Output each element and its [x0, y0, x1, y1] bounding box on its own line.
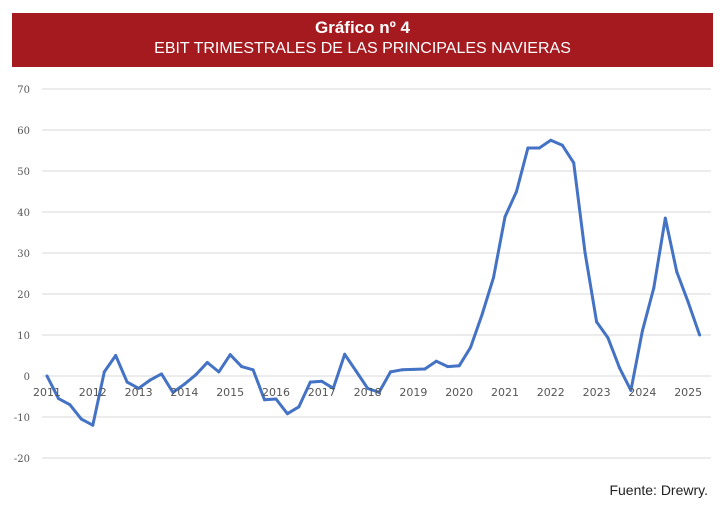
data-point	[457, 364, 461, 368]
y-tick-label: 10	[17, 331, 30, 342]
data-point	[354, 369, 358, 373]
x-tick-label: 2019	[399, 386, 427, 399]
data-point	[572, 161, 576, 165]
x-tick-label: 2022	[537, 386, 565, 399]
data-point	[45, 374, 49, 378]
data-point	[125, 380, 129, 384]
data-point	[595, 320, 599, 324]
data-point	[583, 251, 587, 255]
x-tick-label: 2024	[628, 386, 656, 399]
x-tick-label: 2011	[33, 386, 61, 399]
y-tick-label: 60	[17, 126, 30, 137]
data-point	[251, 368, 255, 372]
y-tick-label: 70	[17, 85, 30, 96]
y-tick-label: 0	[24, 372, 30, 383]
data-point	[606, 336, 610, 340]
data-point	[652, 286, 656, 290]
data-point	[411, 367, 415, 371]
data-point	[640, 329, 644, 333]
data-point	[194, 373, 198, 377]
data-point	[91, 423, 95, 427]
data-point	[297, 405, 301, 409]
data-point	[285, 412, 289, 416]
x-tick-label: 2013	[125, 386, 153, 399]
data-point	[217, 370, 221, 374]
data-point	[308, 380, 312, 384]
data-point	[560, 143, 564, 147]
y-tick-label: 50	[17, 167, 30, 178]
x-tick-label: 2021	[491, 386, 519, 399]
data-point	[698, 333, 702, 337]
data-point	[228, 353, 232, 357]
data-point	[102, 370, 106, 374]
data-point	[526, 146, 530, 150]
data-point	[469, 345, 473, 349]
data-point	[492, 276, 496, 280]
data-point	[423, 367, 427, 371]
data-point	[629, 388, 633, 392]
data-point	[400, 368, 404, 372]
data-point	[514, 190, 518, 193]
data-point	[137, 386, 141, 390]
x-tick-label: 2012	[79, 386, 107, 399]
x-tick-label: 2020	[445, 386, 473, 399]
x-tick-label: 2018	[354, 386, 382, 399]
data-point	[675, 270, 679, 274]
data-point	[160, 372, 163, 376]
y-tick-label: 30	[17, 249, 30, 260]
data-point	[114, 354, 118, 357]
y-tick-label: -20	[14, 454, 30, 465]
x-tick-label: 2015	[216, 386, 244, 399]
source-note: Fuente: Drewry.	[609, 482, 708, 498]
data-point	[171, 390, 175, 394]
data-point	[343, 352, 347, 356]
series-line-ebit	[45, 138, 702, 427]
y-tick-label: 40	[17, 208, 30, 219]
data-point	[446, 365, 450, 369]
data-point	[686, 300, 690, 304]
data-point	[79, 417, 83, 421]
data-point	[205, 360, 209, 364]
data-point	[320, 379, 324, 383]
data-point	[537, 146, 541, 150]
data-point	[331, 386, 335, 390]
data-point	[263, 398, 267, 402]
data-point	[549, 138, 553, 142]
x-tick-label: 2025	[674, 386, 702, 399]
data-point	[366, 386, 370, 390]
data-point	[377, 390, 381, 394]
data-point	[148, 378, 152, 382]
data-point	[480, 313, 484, 316]
data-point	[182, 382, 186, 386]
chart-title: EBIT TRIMESTRALES DE LAS PRINCIPALES NAV…	[154, 40, 571, 57]
x-tick-label: 2014	[170, 386, 198, 399]
data-point	[663, 216, 667, 220]
data-point	[503, 215, 507, 219]
data-point	[389, 370, 392, 374]
x-tick-label: 2016	[262, 386, 290, 399]
data-point	[68, 403, 72, 407]
data-point	[274, 397, 278, 401]
x-tick-label: 2017	[308, 386, 336, 399]
y-tick-label: -10	[14, 413, 30, 424]
chart-header: Gráfico nº 4 EBIT TRIMESTRALES DE LAS PR…	[12, 13, 713, 67]
chart-number: Gráfico nº 4	[314, 18, 410, 37]
data-point	[618, 366, 621, 370]
data-point	[434, 359, 438, 363]
data-point	[240, 365, 244, 369]
data-point	[56, 397, 60, 401]
y-tick-label: 20	[17, 290, 30, 301]
x-tick-label: 2023	[583, 386, 611, 399]
